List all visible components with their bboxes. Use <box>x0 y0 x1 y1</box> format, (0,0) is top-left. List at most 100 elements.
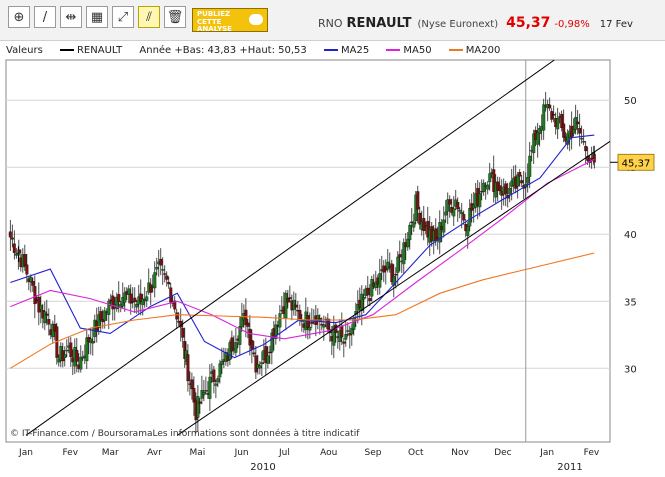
candle-body <box>278 313 282 328</box>
promo-line-1: PUBLIEZ <box>197 10 231 18</box>
candle-body <box>374 281 378 289</box>
candle-body <box>542 104 546 131</box>
candle-body <box>350 327 354 335</box>
candle-body <box>99 311 103 321</box>
x-tick-label: Jul <box>278 448 290 458</box>
promo-line-3: ANALYSE <box>197 25 232 33</box>
x-tick-label: Mai <box>189 448 205 458</box>
candle-body <box>434 228 438 241</box>
candle <box>63 346 67 367</box>
candle-body <box>214 383 218 386</box>
candle-body <box>478 193 482 208</box>
candle <box>163 265 167 283</box>
candle-body <box>332 325 336 346</box>
candle <box>175 308 179 329</box>
candle <box>348 325 352 349</box>
candle-body <box>252 352 256 355</box>
legend-ma50-label: MA50 <box>403 45 432 56</box>
candle-body <box>216 378 220 383</box>
candle-body <box>12 243 16 253</box>
candle-body <box>63 354 67 358</box>
candle <box>246 319 250 339</box>
candle <box>548 97 552 111</box>
candle <box>278 305 282 342</box>
candle-body <box>342 341 346 344</box>
candle <box>520 175 524 188</box>
candle-body <box>340 325 344 338</box>
candle-body <box>91 341 95 344</box>
candle-body <box>260 362 264 365</box>
candle <box>69 337 73 367</box>
draw-line-icon[interactable]: / <box>34 6 56 28</box>
candle <box>153 261 157 298</box>
last-price-box <box>617 153 655 171</box>
candle <box>258 361 262 375</box>
candle-body <box>294 304 298 308</box>
candle <box>208 364 212 412</box>
candle <box>446 192 450 225</box>
candle <box>45 299 49 326</box>
candle-body <box>33 286 37 305</box>
zoom-icon[interactable]: ⊕ <box>8 6 30 28</box>
candle <box>508 182 512 203</box>
candle-body <box>234 342 238 353</box>
legend-ma200-label: MA200 <box>465 45 501 56</box>
candle-body <box>155 267 159 270</box>
candle <box>85 329 89 369</box>
candle <box>173 296 177 313</box>
candle-body <box>123 292 127 303</box>
candle-body <box>348 333 352 336</box>
delete-icon[interactable]: 🗑 <box>164 6 186 28</box>
candle <box>123 287 127 312</box>
candle <box>165 271 169 287</box>
horizontal-line-icon[interactable]: ⇹ <box>60 6 82 28</box>
candle-body <box>422 218 426 231</box>
ma50-line <box>10 158 595 340</box>
candle-body <box>244 309 248 326</box>
candle-body <box>196 396 200 418</box>
candle-body <box>462 214 466 221</box>
candle-body <box>528 155 532 177</box>
y-tick-label: 40 <box>624 230 637 241</box>
x-tick-label: Oct <box>408 448 424 458</box>
indicators-icon[interactable]: ▦ <box>86 6 108 28</box>
candle-body <box>208 376 212 399</box>
candle-body <box>204 390 208 392</box>
candle-body <box>504 183 508 195</box>
candle-body <box>396 256 400 273</box>
candle <box>234 327 238 357</box>
candle-body <box>212 369 216 383</box>
candle <box>578 113 582 147</box>
candle-body <box>446 199 450 212</box>
candle <box>406 231 410 251</box>
channel-icon[interactable]: ⫽ <box>138 6 160 28</box>
candle <box>47 308 51 336</box>
candle <box>139 279 143 316</box>
candle-body <box>444 211 448 216</box>
candle <box>107 298 111 330</box>
candle-body <box>85 337 89 362</box>
candle <box>37 282 41 326</box>
candle <box>486 180 490 195</box>
x-tick-label: Nov <box>451 448 469 458</box>
candle <box>498 177 502 195</box>
candle-body <box>562 123 566 138</box>
candle <box>374 270 378 291</box>
candle <box>133 287 137 314</box>
candle-body <box>254 355 258 373</box>
candle-body <box>115 296 119 310</box>
speech-bubble-icon <box>249 14 263 25</box>
year-label: 2011 <box>557 462 582 473</box>
candle <box>254 346 258 380</box>
ticker-symbol: RNO <box>318 17 343 30</box>
y-tick-label: 35 <box>624 297 637 308</box>
candle <box>392 264 396 298</box>
candle-body <box>145 296 149 301</box>
candle <box>288 285 292 303</box>
last-price: 45,37 <box>506 15 551 31</box>
fibonacci-icon[interactable]: ⤢ <box>112 6 134 28</box>
candle-body <box>117 294 121 303</box>
candle-body <box>378 273 382 288</box>
publish-analysis-button[interactable]: PUBLIEZ CETTE ANALYSE <box>192 8 268 33</box>
